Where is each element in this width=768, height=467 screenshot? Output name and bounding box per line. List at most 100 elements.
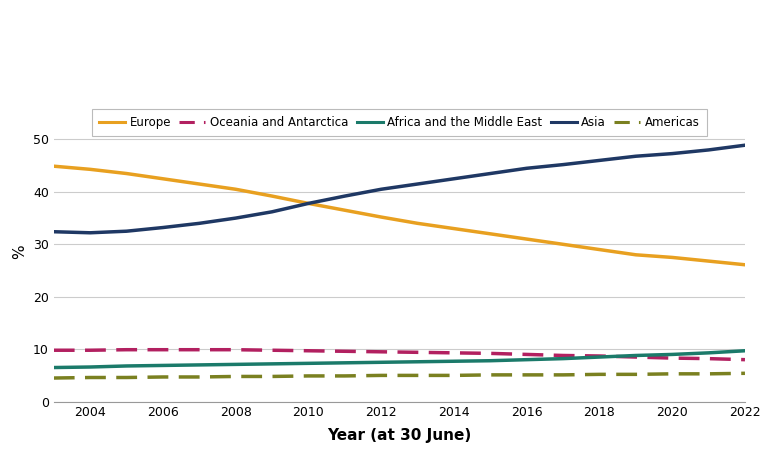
Americas (340, 373, 349, 379)
Oceania and Antarctica (413, 349, 422, 355)
Africa and the Middle East (413, 359, 422, 365)
Line: Africa and the Middle East: Africa and the Middle East (54, 351, 745, 368)
Americas (376, 373, 386, 378)
Americas (595, 372, 604, 377)
Europe (631, 252, 641, 258)
Americas (231, 374, 240, 379)
Africa and the Middle East (194, 362, 204, 368)
Americas (158, 374, 167, 380)
Legend: Europe, Oceania and Antarctica, Africa and the Middle East, Asia, Americas: Europe, Oceania and Antarctica, Africa a… (91, 109, 707, 136)
Africa and the Middle East (340, 360, 349, 366)
Africa and the Middle East (485, 358, 495, 363)
Americas (740, 370, 750, 376)
Oceania and Antarctica (522, 352, 531, 357)
Americas (413, 373, 422, 378)
Europe (49, 163, 58, 169)
Europe (340, 207, 349, 213)
Europe (595, 247, 604, 252)
Asia (595, 158, 604, 163)
Americas (558, 372, 568, 378)
Oceania and Antarctica (194, 347, 204, 353)
Europe (413, 220, 422, 226)
Asia (340, 193, 349, 199)
Europe (449, 226, 458, 231)
Oceania and Antarctica (558, 353, 568, 358)
Europe (158, 176, 167, 182)
Oceania and Antarctica (340, 348, 349, 354)
Europe (485, 231, 495, 237)
Oceania and Antarctica (231, 347, 240, 353)
Africa and the Middle East (704, 350, 713, 356)
Europe (122, 171, 131, 177)
Africa and the Middle East (122, 363, 131, 369)
Asia (158, 225, 167, 230)
Y-axis label: %: % (12, 245, 28, 260)
Africa and the Middle East (267, 361, 276, 367)
Asia (304, 201, 313, 206)
Asia (122, 228, 131, 234)
Americas (485, 372, 495, 378)
Asia (231, 215, 240, 221)
Africa and the Middle East (85, 364, 94, 370)
Oceania and Antarctica (158, 347, 167, 353)
Oceania and Antarctica (485, 351, 495, 356)
Oceania and Antarctica (631, 354, 641, 360)
Americas (449, 373, 458, 378)
Line: Asia: Asia (54, 145, 745, 233)
Line: Europe: Europe (54, 166, 745, 265)
Americas (522, 372, 531, 378)
Africa and the Middle East (740, 348, 750, 354)
Asia (704, 147, 713, 153)
Asia (49, 229, 58, 234)
Asia (522, 165, 531, 171)
Asia (413, 181, 422, 187)
Africa and the Middle East (376, 360, 386, 365)
Asia (449, 176, 458, 182)
Europe (704, 258, 713, 264)
Europe (267, 193, 276, 199)
Africa and the Middle East (449, 359, 458, 364)
Africa and the Middle East (631, 353, 641, 358)
Africa and the Middle East (49, 365, 58, 370)
Europe (522, 236, 531, 242)
Asia (485, 171, 495, 177)
X-axis label: Year (at 30 June): Year (at 30 June) (327, 428, 472, 443)
Americas (267, 374, 276, 379)
Oceania and Antarctica (122, 347, 131, 353)
Asia (194, 220, 204, 226)
Oceania and Antarctica (49, 347, 58, 353)
Europe (231, 186, 240, 192)
Africa and the Middle East (522, 357, 531, 362)
Oceania and Antarctica (376, 349, 386, 354)
Asia (267, 209, 276, 215)
Oceania and Antarctica (704, 356, 713, 361)
Americas (49, 375, 58, 381)
Oceania and Antarctica (449, 350, 458, 356)
Africa and the Middle East (304, 361, 313, 366)
Africa and the Middle East (558, 356, 568, 361)
Oceania and Antarctica (304, 348, 313, 354)
Oceania and Antarctica (267, 347, 276, 353)
Americas (122, 375, 131, 380)
Americas (304, 373, 313, 379)
Asia (667, 151, 677, 156)
Africa and the Middle East (595, 354, 604, 360)
Asia (558, 162, 568, 167)
Line: Oceania and Antarctica: Oceania and Antarctica (54, 350, 745, 360)
Oceania and Antarctica (740, 357, 750, 362)
Asia (740, 142, 750, 148)
Europe (304, 201, 313, 206)
Americas (704, 371, 713, 376)
Europe (376, 214, 386, 220)
Americas (85, 375, 94, 380)
Americas (194, 374, 204, 380)
Oceania and Antarctica (595, 353, 604, 359)
Line: Americas: Americas (54, 373, 745, 378)
Europe (85, 167, 94, 172)
Europe (558, 241, 568, 247)
Europe (194, 181, 204, 187)
Africa and the Middle East (231, 361, 240, 367)
Asia (85, 230, 94, 235)
Europe (667, 255, 677, 260)
Americas (667, 371, 677, 376)
